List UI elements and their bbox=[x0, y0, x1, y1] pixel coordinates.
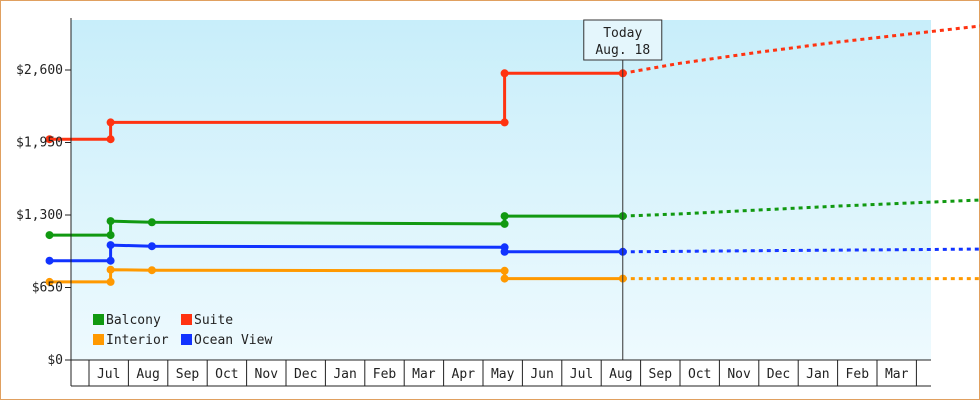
data-point-balcony bbox=[106, 231, 115, 240]
data-point-interior bbox=[106, 277, 115, 286]
data-point-ocean-view bbox=[106, 256, 115, 265]
data-point-balcony bbox=[45, 231, 54, 240]
data-point-suite bbox=[500, 118, 509, 127]
legend-swatch bbox=[93, 314, 104, 325]
y-tick-label: $1,300 bbox=[16, 208, 63, 223]
x-tick-label: Jun bbox=[530, 367, 553, 382]
x-tick-label: Mar bbox=[885, 367, 909, 382]
today-label-text: Aug. 18 bbox=[595, 43, 650, 58]
data-point-balcony bbox=[500, 212, 509, 221]
x-tick-label: Aug bbox=[609, 367, 632, 382]
x-tick-label: Nov bbox=[255, 367, 279, 382]
legend-swatch bbox=[181, 334, 192, 345]
data-point-suite bbox=[500, 69, 509, 78]
legend-label: Ocean View bbox=[194, 333, 272, 348]
y-tick-label: $650 bbox=[32, 281, 63, 296]
y-tick-label: $1,950 bbox=[16, 136, 63, 151]
data-point-ocean-view bbox=[45, 256, 54, 265]
x-tick-label: May bbox=[491, 367, 515, 382]
data-point-balcony bbox=[147, 218, 156, 227]
legend: Balcony Suite Interior Ocean View bbox=[93, 313, 272, 348]
x-tick-label: Nov bbox=[727, 367, 751, 382]
x-tick-label: Jan bbox=[333, 367, 356, 382]
legend-label: Balcony bbox=[106, 313, 161, 328]
data-point-ocean-view bbox=[500, 247, 509, 256]
y-tick-label: $0 bbox=[47, 353, 63, 368]
data-point-interior bbox=[500, 274, 509, 283]
legend-label: Suite bbox=[194, 313, 233, 328]
data-point-interior bbox=[45, 277, 54, 286]
data-point-interior bbox=[106, 265, 115, 274]
x-tick-label: Sep bbox=[649, 367, 673, 382]
data-point-ocean-view bbox=[147, 242, 156, 251]
projection-line-balcony bbox=[622, 198, 980, 218]
today-label-box bbox=[583, 19, 663, 61]
x-tick-label: Apr bbox=[452, 367, 476, 382]
x-tick-label: Oct bbox=[215, 367, 238, 382]
series-line-suite bbox=[49, 71, 623, 141]
plot-background bbox=[71, 20, 931, 360]
x-tick-label: Jul bbox=[570, 367, 593, 382]
x-tick-label: Feb bbox=[846, 367, 870, 382]
y-tick-label: $2,600 bbox=[16, 63, 63, 78]
projection-line-suite bbox=[622, 24, 980, 75]
x-tick-label: Aug bbox=[136, 367, 159, 382]
legend-swatch bbox=[181, 314, 192, 325]
x-tick-label: Jan bbox=[806, 367, 829, 382]
data-point-balcony bbox=[500, 219, 509, 228]
data-point-balcony bbox=[106, 217, 115, 226]
x-tick-label: Dec bbox=[767, 367, 790, 382]
x-tick-label: Oct bbox=[688, 367, 711, 382]
data-point-suite bbox=[106, 118, 115, 127]
data-point-suite bbox=[45, 135, 54, 144]
data-point-suite bbox=[106, 135, 115, 144]
today-label-text: Today bbox=[603, 26, 642, 41]
legend-label: Interior bbox=[106, 333, 169, 348]
data-point-interior bbox=[500, 266, 509, 275]
x-tick-label: Feb bbox=[373, 367, 397, 382]
x-tick-label: Mar bbox=[412, 367, 436, 382]
x-tick-label: Jul bbox=[97, 367, 120, 382]
projection-line-ocean-view bbox=[622, 247, 980, 254]
data-point-ocean-view bbox=[106, 241, 115, 250]
data-point-interior bbox=[147, 266, 156, 275]
legend-swatch bbox=[93, 334, 104, 345]
x-tick-label: Dec bbox=[294, 367, 317, 382]
x-tick-label: Sep bbox=[176, 367, 200, 382]
